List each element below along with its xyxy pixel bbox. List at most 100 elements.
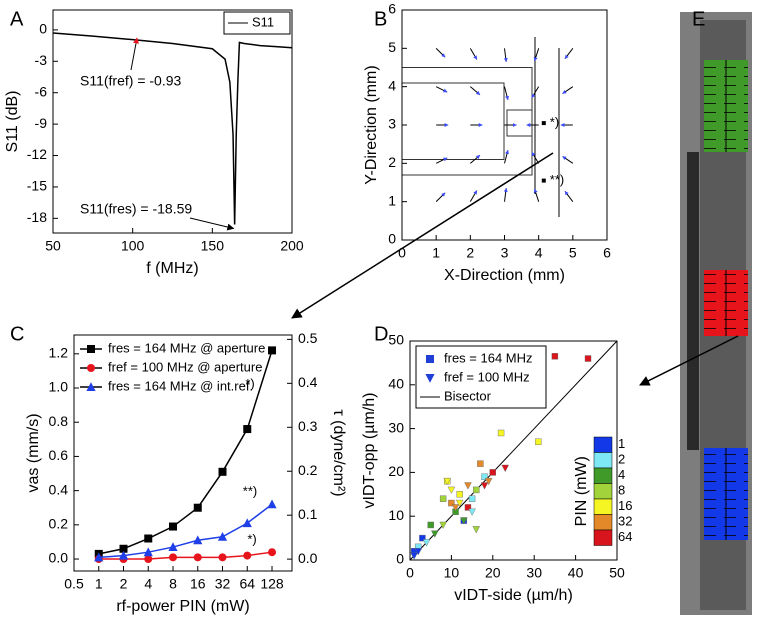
vector-arrow	[470, 154, 481, 164]
data-point	[448, 499, 455, 507]
colorbar-title: PIN (mW)	[573, 456, 590, 526]
legend-marker	[425, 374, 435, 383]
vector-arrow	[533, 48, 540, 62]
data-point	[218, 553, 227, 562]
panel-label: A	[10, 8, 24, 30]
data-point	[489, 469, 496, 476]
legend-marker	[87, 364, 95, 372]
probe-label: *)	[550, 115, 559, 130]
plot-frame	[409, 340, 618, 561]
colorbar-label: 16	[618, 498, 632, 513]
annotation-arrow	[130, 37, 139, 71]
outline	[402, 82, 505, 160]
x-tick-label: 4	[535, 245, 543, 261]
x-tick-label: 8	[169, 576, 177, 592]
y-tick-label: 0	[396, 551, 404, 567]
colorbar-cell	[593, 498, 613, 515]
vector-arrow	[564, 48, 574, 60]
data-point	[427, 521, 434, 529]
legend-label: fres = 164 MHz	[444, 350, 533, 365]
plot-frame	[52, 9, 293, 234]
line	[52, 32, 293, 225]
data-point	[243, 551, 252, 560]
data-point	[268, 346, 277, 355]
panel-label: B	[374, 8, 387, 30]
vector-arrow	[562, 86, 574, 94]
data-point	[169, 553, 178, 562]
data-point	[243, 425, 252, 434]
y-tick-label: 0.0	[49, 550, 69, 566]
y2-tick-label: 0.1	[298, 506, 318, 522]
data-point	[451, 504, 460, 512]
legend-marker	[426, 355, 434, 363]
data-point	[439, 521, 447, 529]
data-point	[193, 535, 203, 545]
data-point	[419, 534, 426, 542]
vector-arrow	[564, 190, 574, 202]
annotation-arrow	[189, 217, 235, 231]
annotation: S11(fres) = -18.59	[80, 201, 192, 217]
vector-arrow	[503, 187, 508, 202]
data-point	[422, 539, 431, 547]
annotation: **)	[243, 484, 257, 499]
data-point	[497, 429, 505, 437]
data-point	[268, 548, 277, 557]
y-tick-label: 0	[39, 21, 47, 37]
annotation: *)	[245, 376, 254, 391]
data-point	[473, 486, 480, 494]
data-point	[551, 353, 559, 360]
data-point	[472, 526, 481, 534]
y-axis-title: Y-Direction (mm)	[363, 65, 380, 184]
data-point	[456, 491, 463, 498]
data-point	[193, 553, 202, 562]
y2-tick-label: 0.4	[298, 374, 318, 390]
y-tick-label: 0.4	[49, 481, 69, 497]
link-arrow	[639, 335, 739, 386]
vector-arrow	[435, 86, 448, 93]
colorbar-cell	[593, 514, 613, 531]
colorbar-label: 32	[618, 514, 632, 529]
y-tick-label: -18	[27, 209, 47, 225]
legend-label: fres = 164 MHz @ aperture	[108, 340, 265, 355]
y-tick-label: 0.2	[49, 516, 69, 532]
y-tick-label: 1	[388, 192, 396, 208]
data-point	[455, 499, 464, 508]
y-tick-label: 50	[388, 332, 404, 348]
idt-outline	[402, 37, 560, 217]
y-tick-label: -12	[27, 146, 47, 162]
data-point	[414, 548, 423, 556]
legend-label: fres = 164 MHz @ int.ref.	[108, 378, 253, 393]
x-axis-title: rf-power PIN (mW)	[116, 598, 249, 615]
legend-box	[415, 345, 547, 409]
panel-label: D	[374, 323, 388, 345]
data-point	[218, 467, 227, 476]
y-tick-label: 40	[388, 376, 404, 392]
colorbar-cell	[593, 452, 613, 469]
data-point	[169, 522, 178, 531]
x-tick-label: 50	[45, 238, 61, 254]
x-axis-title: X-Direction (mm)	[444, 267, 565, 284]
y-tick-label: 3	[388, 116, 396, 132]
y2-tick-label: 0.0	[298, 550, 318, 566]
y-tick-label: 0.8	[49, 413, 69, 429]
data-point	[477, 460, 484, 467]
probe-point	[541, 121, 546, 126]
panel-label: C	[10, 323, 24, 345]
data-point	[143, 547, 153, 557]
probe-point	[541, 178, 546, 183]
data-point	[460, 517, 468, 525]
vector-arrow	[531, 86, 540, 99]
annotation: S11(fref) = -0.93	[80, 73, 182, 89]
link-arrow	[291, 152, 554, 319]
legend-label: S11	[252, 14, 274, 29]
legend-box	[223, 11, 291, 35]
data-point	[267, 499, 277, 509]
y-tick-label: -15	[27, 178, 47, 194]
y-tick-label: -9	[35, 115, 48, 131]
outline	[402, 67, 533, 176]
probe-label: **)	[550, 172, 564, 187]
data-point	[431, 530, 439, 538]
x-tick-label: 16	[190, 576, 206, 592]
y-tick-label: 10	[388, 507, 404, 523]
